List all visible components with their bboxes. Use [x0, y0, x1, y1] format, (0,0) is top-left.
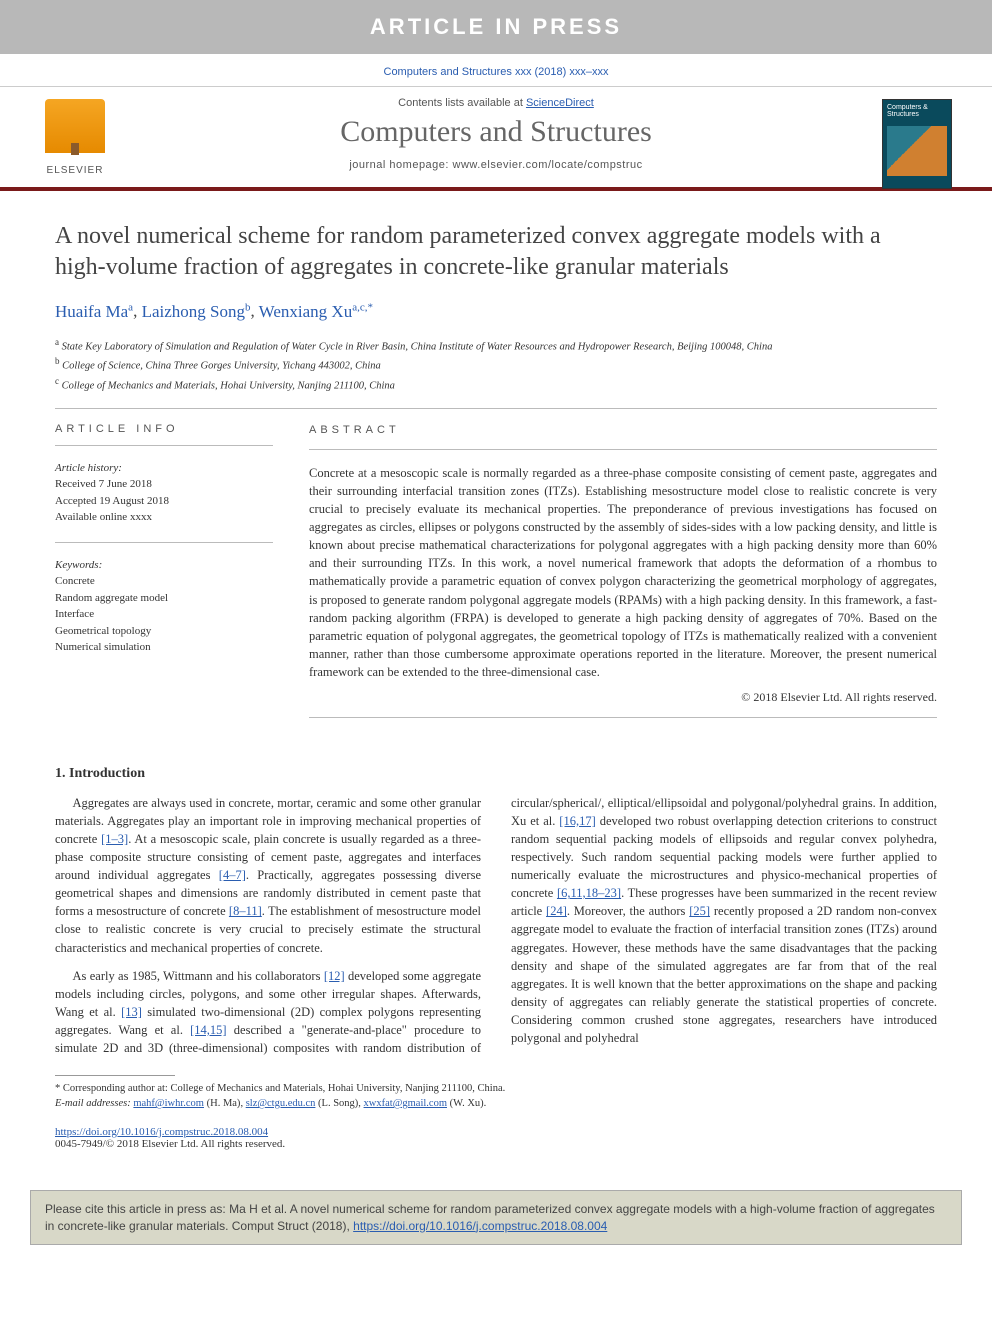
- author: Huaifa Maa: [55, 302, 133, 321]
- journal-cover-thumbnail: Computers & Structures: [882, 99, 952, 189]
- text-run: recently proposed a 2D random non-convex…: [511, 904, 937, 1045]
- cite-this-article-box: Please cite this article in press as: Ma…: [30, 1190, 962, 1246]
- email-link[interactable]: mahf@iwhr.com: [133, 1098, 204, 1109]
- info-divider: [55, 542, 273, 543]
- ref-link[interactable]: [25]: [689, 904, 710, 918]
- keyword: Numerical simulation: [55, 639, 273, 656]
- ref-link[interactable]: [8–11]: [229, 904, 262, 918]
- keyword: Concrete: [55, 573, 273, 590]
- keywords-block: Keywords: Concrete Random aggregate mode…: [55, 557, 273, 656]
- affil-key: a: [55, 337, 59, 347]
- ref-link[interactable]: [24]: [546, 904, 567, 918]
- email-who: (H. Ma): [207, 1098, 241, 1109]
- email-who: (L. Song): [318, 1098, 358, 1109]
- article-info-column: article info Article history: Received 7…: [55, 423, 273, 732]
- author: Wenxiang Xua,c,*: [259, 302, 373, 321]
- doi-link[interactable]: https://doi.org/10.1016/j.compstruc.2018…: [55, 1126, 268, 1138]
- abstract-text: Concrete at a mesoscopic scale is normal…: [309, 464, 937, 682]
- affiliation: c College of Mechanics and Materials, Ho…: [55, 375, 937, 394]
- ref-link[interactable]: [13]: [121, 1005, 142, 1019]
- affiliation-list: a State Key Laboratory of Simulation and…: [55, 336, 937, 394]
- footnote-separator: [55, 1075, 175, 1076]
- article-info-label: article info: [55, 423, 273, 435]
- affil-text: College of Mechanics and Materials, Hoha…: [62, 380, 395, 391]
- abstract-divider: [309, 449, 937, 450]
- info-abstract-row: article info Article history: Received 7…: [55, 423, 937, 732]
- abstract-copyright: © 2018 Elsevier Ltd. All rights reserved…: [309, 689, 937, 706]
- history-accepted: Accepted 19 August 2018: [55, 493, 273, 510]
- elsevier-logo: ELSEVIER: [40, 99, 110, 179]
- author-link[interactable]: Huaifa Ma: [55, 302, 128, 321]
- footnotes: * Corresponding author at: College of Me…: [55, 1082, 937, 1111]
- ref-link[interactable]: [16,17]: [559, 814, 595, 828]
- author: Laizhong Songb: [142, 302, 251, 321]
- keyword: Random aggregate model: [55, 590, 273, 607]
- email-who: (W. Xu): [450, 1098, 484, 1109]
- ref-link[interactable]: [4–7]: [219, 868, 246, 882]
- text-run: simulated two-: [142, 1005, 224, 1019]
- affil-text: College of Science, China Three Gorges U…: [62, 361, 381, 372]
- sciencedirect-link[interactable]: ScienceDirect: [526, 97, 594, 109]
- ref-link[interactable]: [6,11,18–23]: [557, 886, 621, 900]
- keyword: Geometrical topology: [55, 623, 273, 640]
- intro-two-column: Aggregates are always used in concrete, …: [55, 794, 937, 1058]
- contents-prefix: Contents lists available at: [398, 97, 526, 109]
- affil-text: State Key Laboratory of Simulation and R…: [62, 342, 773, 353]
- citation-header: Computers and Structures xxx (2018) xxx–…: [0, 54, 992, 86]
- author-link[interactable]: Wenxiang Xu: [259, 302, 353, 321]
- article-history: Article history: Received 7 June 2018 Ac…: [55, 460, 273, 526]
- homepage-url[interactable]: www.elsevier.com/locate/compstruc: [453, 159, 643, 171]
- intro-paragraph: Aggregates are always used in concrete, …: [55, 794, 481, 957]
- email-line: E-mail addresses: mahf@iwhr.com (H. Ma),…: [55, 1097, 937, 1112]
- email-label: E-mail addresses:: [55, 1098, 133, 1109]
- email-link[interactable]: slz@ctgu.edu.cn: [246, 1098, 316, 1109]
- affiliation: a State Key Laboratory of Simulation and…: [55, 336, 937, 355]
- ref-link[interactable]: [12]: [324, 969, 345, 983]
- corresponding-author-note: * Corresponding author at: College of Me…: [55, 1082, 937, 1097]
- text-run: As early as 1985, Wittmann and his colla…: [73, 969, 324, 983]
- introduction-section: 1. Introduction Aggregates are always us…: [55, 766, 937, 1058]
- ref-link[interactable]: [1–3]: [101, 832, 128, 846]
- publisher-label: ELSEVIER: [40, 165, 110, 176]
- cite-doi-link[interactable]: https://doi.org/10.1016/j.compstruc.2018…: [353, 1219, 607, 1233]
- article-in-press-banner: ARTICLE IN PRESS: [0, 0, 992, 54]
- info-divider: [55, 445, 273, 446]
- abstract-column: abstract Concrete at a mesoscopic scale …: [309, 423, 937, 732]
- section-heading-intro: 1. Introduction: [55, 766, 937, 782]
- abstract-label: abstract: [309, 423, 937, 439]
- keywords-label: Keywords:: [55, 557, 273, 574]
- elsevier-tree-icon: [45, 99, 105, 153]
- history-received: Received 7 June 2018: [55, 476, 273, 493]
- author-link[interactable]: Laizhong Song: [142, 302, 245, 321]
- author-list: Huaifa Maa, Laizhong Songb, Wenxiang Xua…: [55, 301, 937, 322]
- text-run: . Moreover, the authors: [567, 904, 689, 918]
- journal-homepage-line: journal homepage: www.elsevier.com/locat…: [40, 159, 952, 171]
- affil-key: c: [55, 376, 59, 386]
- history-label: Article history:: [55, 460, 273, 477]
- author-affil-mark: a,c,: [352, 301, 367, 313]
- keyword: Interface: [55, 606, 273, 623]
- article-body: A novel numerical scheme for random para…: [0, 191, 992, 1170]
- corresponding-mark: *: [367, 301, 373, 313]
- contents-available-line: Contents lists available at ScienceDirec…: [40, 97, 952, 109]
- journal-name: Computers and Structures: [40, 115, 952, 149]
- doi-block: https://doi.org/10.1016/j.compstruc.2018…: [55, 1126, 937, 1150]
- section-divider: [55, 408, 937, 409]
- journal-header: ELSEVIER Computers & Structures Contents…: [0, 86, 992, 191]
- affiliation: b College of Science, China Three Gorges…: [55, 355, 937, 374]
- author-affil-mark: b: [245, 301, 251, 313]
- abstract-end-divider: [309, 717, 937, 718]
- affil-key: b: [55, 356, 60, 366]
- cover-title: Computers & Structures: [883, 100, 951, 122]
- author-affil-mark: a: [128, 301, 133, 313]
- ref-link[interactable]: [14,15]: [190, 1023, 226, 1037]
- issn-copyright: 0045-7949/© 2018 Elsevier Ltd. All right…: [55, 1138, 285, 1150]
- homepage-prefix: journal homepage:: [349, 159, 452, 171]
- cover-image: [887, 126, 947, 176]
- history-online: Available online xxxx: [55, 509, 273, 526]
- article-title: A novel numerical scheme for random para…: [55, 221, 937, 283]
- email-link[interactable]: xwxfat@gmail.com: [364, 1098, 447, 1109]
